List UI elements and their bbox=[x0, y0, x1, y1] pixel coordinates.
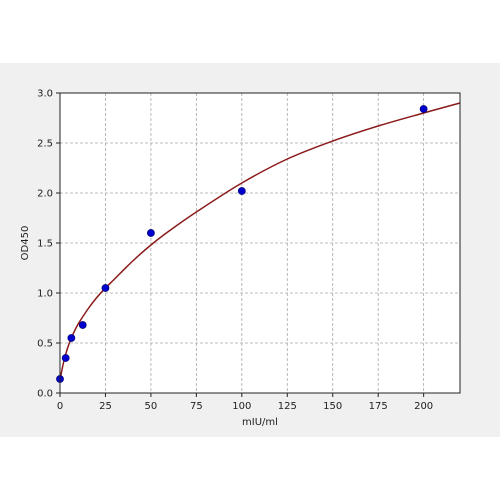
x-tick-label: 50 bbox=[145, 401, 158, 412]
data-point bbox=[147, 229, 155, 237]
x-tick-label: 25 bbox=[99, 401, 112, 412]
data-points bbox=[56, 105, 428, 383]
data-point bbox=[101, 284, 110, 292]
x-axis-ticks: 0 25 50 75 100 125 150 175 200 bbox=[57, 393, 433, 412]
y-tick-label: 3.0 bbox=[37, 89, 53, 100]
grid-lines bbox=[60, 93, 460, 393]
y-tick-label: 2.5 bbox=[37, 139, 53, 150]
y-axis-ticks: 0.0 0.5 1.0 1.5 2.0 2.5 3.0 bbox=[37, 89, 60, 400]
data-point bbox=[67, 334, 76, 342]
x-tick-label: 200 bbox=[414, 401, 433, 412]
data-point bbox=[61, 354, 70, 362]
y-tick-label: 1.0 bbox=[37, 289, 53, 300]
x-tick-label: 125 bbox=[278, 401, 297, 412]
y-tick-label: 0.0 bbox=[37, 389, 53, 400]
y-tick-label: 0.5 bbox=[37, 339, 53, 350]
data-point bbox=[78, 321, 87, 329]
x-tick-label: 150 bbox=[323, 401, 342, 412]
x-axis-label: mIU/ml bbox=[242, 417, 278, 428]
data-point bbox=[237, 187, 246, 195]
x-tick-label: 100 bbox=[232, 401, 251, 412]
y-tick-label: 2.0 bbox=[37, 189, 53, 200]
y-tick-label: 1.5 bbox=[37, 239, 53, 250]
x-tick-label: 0 bbox=[57, 401, 63, 412]
x-tick-label: 75 bbox=[190, 401, 203, 412]
y-axis-label: OD450 bbox=[20, 226, 31, 261]
x-tick-label: 175 bbox=[369, 401, 388, 412]
data-point bbox=[419, 105, 428, 113]
